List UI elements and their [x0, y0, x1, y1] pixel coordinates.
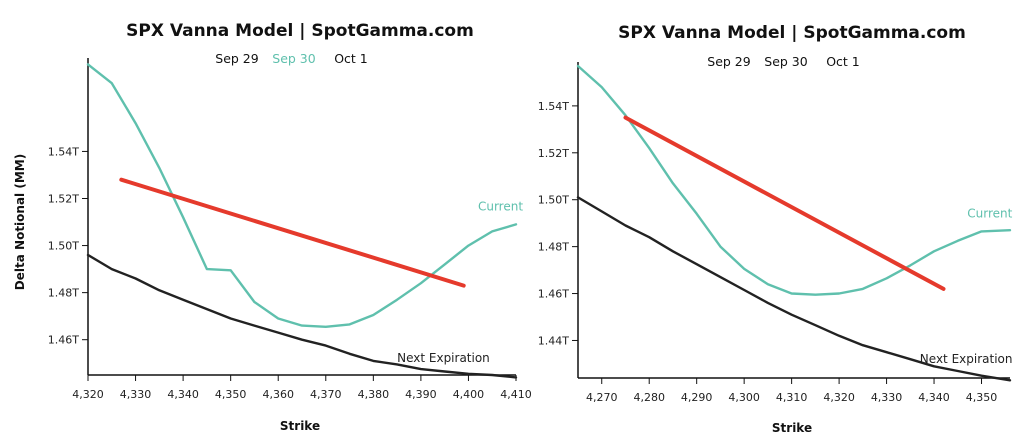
x-tick-label: 4,290	[681, 391, 713, 404]
chart-title: SPX Vanna Model | SpotGamma.com	[126, 21, 474, 41]
plot-area: 1.44T 1.46T 1.48T 1.50T 1.52T 1.54T 4,270 4,280…	[538, 62, 1013, 404]
legend: Sep 29 Sep 30 Oct 1	[707, 54, 860, 69]
x-tick-label: 4,320	[72, 388, 104, 401]
x-tick-label: 4,340	[167, 388, 199, 401]
y-tick-label: 1.44T	[538, 334, 569, 347]
x-tick-label: 4,330	[871, 391, 903, 404]
x-tick-label: 4,340	[918, 391, 950, 404]
legend-item: Sep 29	[707, 54, 750, 69]
series-line-trend	[623, 115, 946, 291]
x-tick-label: 4,270	[586, 391, 618, 404]
y-tick-label: 1.50T	[48, 240, 79, 253]
legend-item: Oct 1	[826, 54, 860, 69]
x-tick-label: 4,400	[453, 388, 485, 401]
plot-area: 1.46T 1.48T 1.50T 1.52T 1.54T 4,320 4,330 4,340…	[48, 58, 532, 401]
x-tick-label: 4,370	[310, 388, 342, 401]
y-tick-label: 1.46T	[538, 288, 569, 301]
series-label-current: Current	[967, 206, 1012, 220]
chart-right: SPX Vanna Model | SpotGamma.com Sep 29 Se…	[538, 23, 1013, 435]
series-line-trend	[119, 177, 466, 288]
chart-title: SPX Vanna Model | SpotGamma.com	[618, 23, 966, 43]
x-tick-label: 4,310	[776, 391, 808, 404]
legend: Sep 29 Sep 30 Oct 1	[215, 51, 368, 66]
x-tick-label: 4,410	[500, 388, 532, 401]
series-line-current	[576, 64, 1012, 296]
y-axis-label: Delta Notional (MM)	[13, 154, 27, 290]
series-line-next-expiration	[86, 253, 518, 379]
x-tick-label: 4,350	[966, 391, 998, 404]
series-label-next-expiration: Next Expiration	[920, 352, 1013, 366]
x-tick-label: 4,380	[358, 388, 390, 401]
y-tick-label: 1.52T	[48, 192, 79, 205]
x-axis-label: Strike	[280, 419, 320, 433]
series-label-next-expiration: Next Expiration	[397, 351, 490, 365]
y-tick-label: 1.50T	[538, 194, 569, 207]
series-label-current: Current	[478, 199, 523, 213]
series-line-next-expiration	[576, 196, 1012, 382]
x-tick-label: 4,330	[120, 388, 152, 401]
x-axis-label: Strike	[772, 421, 812, 435]
y-tick-label: 1.52T	[538, 147, 569, 160]
legend-item: Sep 29	[215, 51, 258, 66]
y-tick-label: 1.48T	[48, 287, 79, 300]
y-tick-label: 1.54T	[538, 100, 569, 113]
y-tick-label: 1.54T	[48, 145, 79, 158]
x-tick-label: 4,300	[728, 391, 760, 404]
legend-item: Oct 1	[334, 51, 368, 66]
x-tick-label: 4,390	[405, 388, 437, 401]
series-line-current	[86, 63, 518, 328]
y-tick-label: 1.46T	[48, 334, 79, 347]
y-tick-label: 1.48T	[538, 241, 569, 254]
x-tick-label: 4,350	[215, 388, 247, 401]
legend-item: Sep 30	[272, 51, 315, 66]
x-tick-label: 4,360	[262, 388, 294, 401]
x-tick-label: 4,320	[823, 391, 855, 404]
x-tick-label: 4,280	[633, 391, 665, 404]
legend-item: Sep 30	[764, 54, 807, 69]
chart-left: SPX Vanna Model | SpotGamma.com Sep 29 Se…	[13, 21, 532, 433]
